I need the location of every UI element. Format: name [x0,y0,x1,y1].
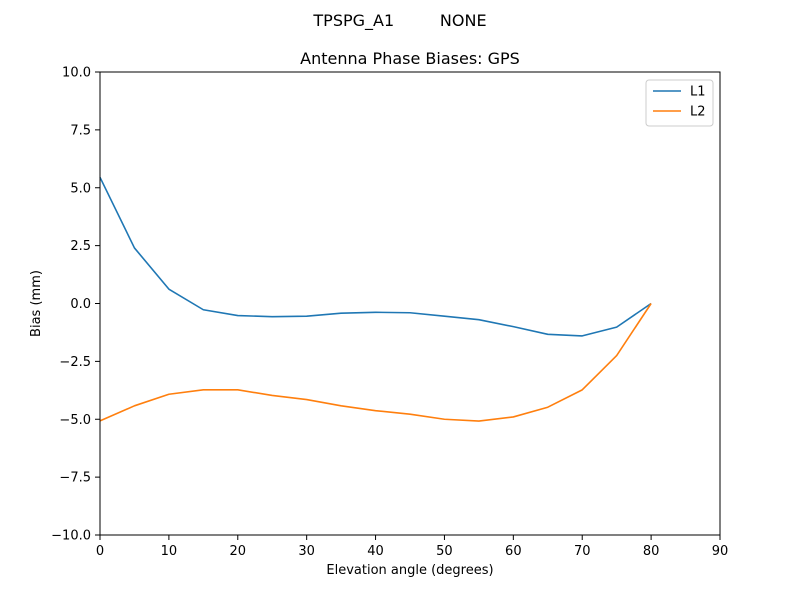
y-tick-label: 2.5 [70,239,91,254]
figure-suptitle: TPSPG_A1 NONE [312,11,486,31]
chart-title: Antenna Phase Biases: GPS [300,49,520,68]
y-tick-label: −2.5 [59,355,91,370]
legend-label-l2: L2 [690,105,706,120]
legend-label-l1: L1 [690,85,706,100]
x-tick-label: 80 [643,544,660,559]
x-tick-label: 30 [298,544,315,559]
y-tick-label: −5.0 [59,413,91,428]
x-tick-label: 0 [96,544,104,559]
y-tick-label: 7.5 [70,123,91,138]
x-tick-label: 50 [436,544,453,559]
y-tick-label: 10.0 [62,66,91,81]
y-tick-label: 5.0 [70,181,91,196]
series-line-l1 [99,176,652,337]
y-tick-label: −7.5 [59,471,91,486]
x-tick-label: 40 [367,544,384,559]
x-tick-label: 90 [712,544,729,559]
x-tick-label: 60 [505,544,522,559]
x-axis: 0 10 20 30 40 50 60 70 80 90 [96,535,728,559]
y-tick-label: −10.0 [51,529,91,544]
y-tick-label: 0.0 [70,297,91,312]
series-line-l2 [99,303,652,422]
y-axis-label: Bias (mm) [29,270,44,337]
x-tick-label: 70 [574,544,591,559]
x-tick-label: 10 [161,544,178,559]
x-axis-label: Elevation angle (degrees) [326,563,493,578]
y-axis: −10.0 −7.5 −5.0 −2.5 0.0 2.5 5.0 7.5 10.0 [51,66,100,544]
x-tick-label: 20 [230,544,247,559]
